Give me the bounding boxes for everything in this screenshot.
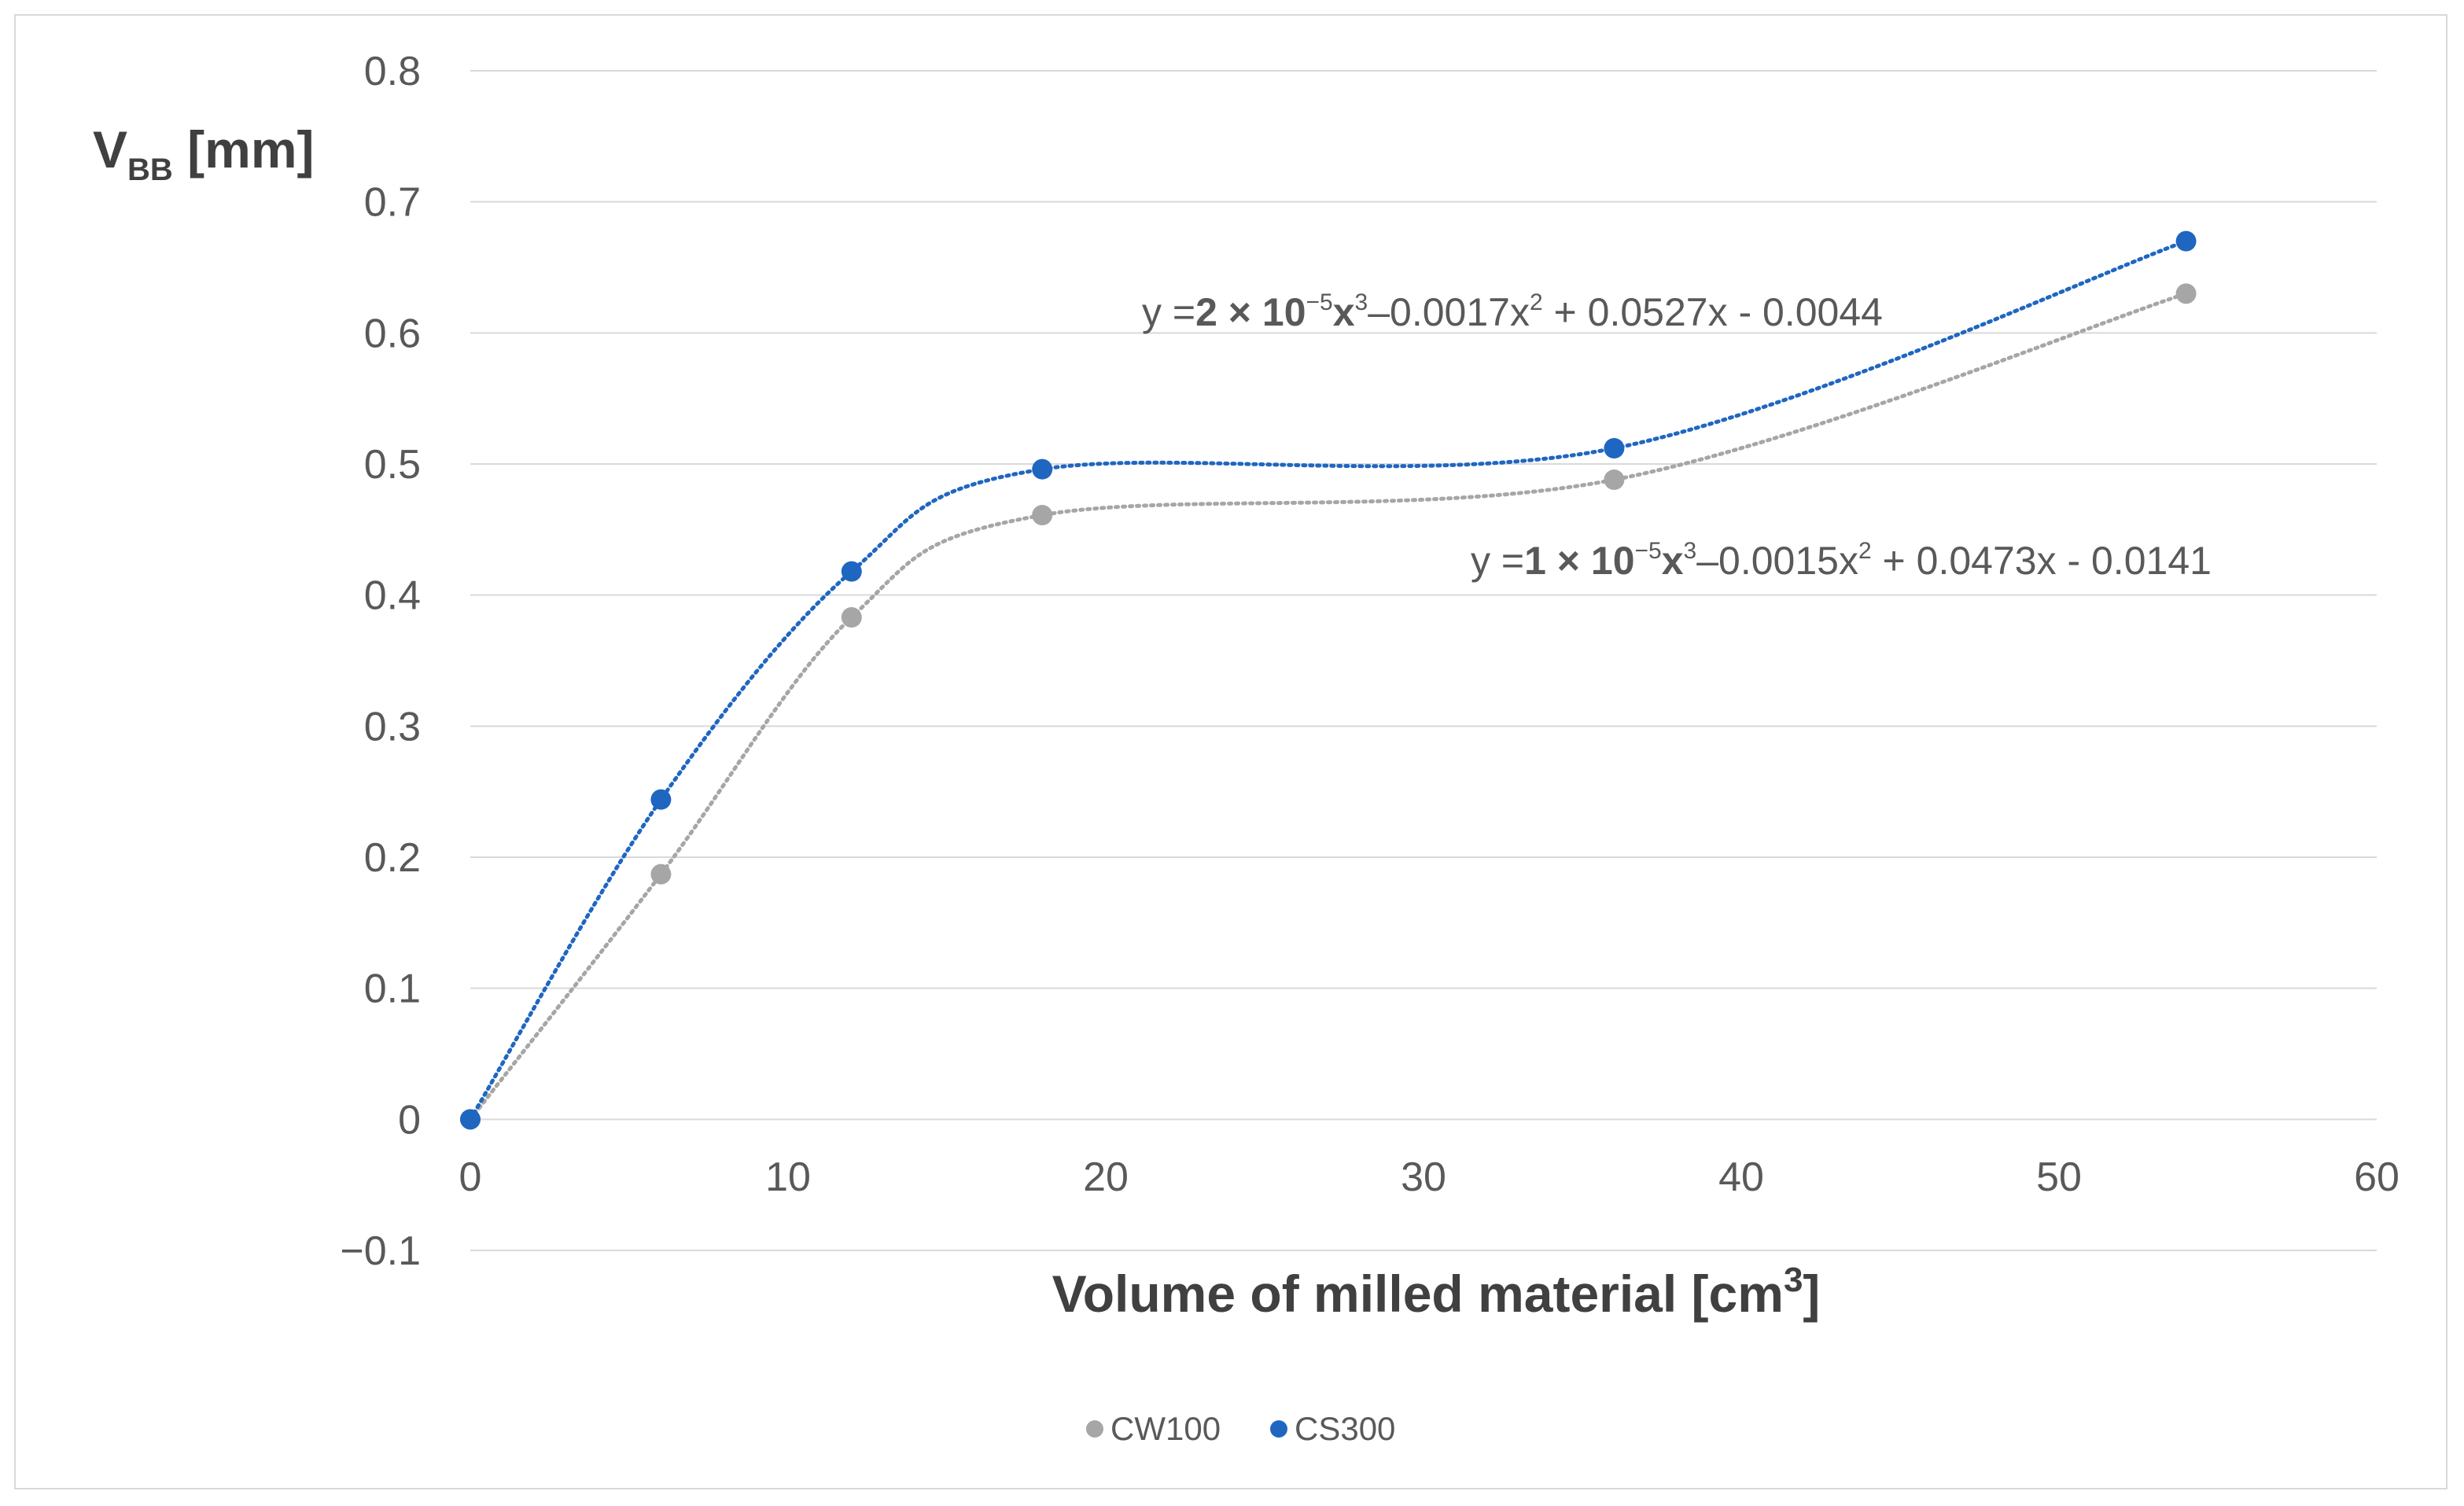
y-axis-title-rest: [mm] <box>173 120 315 179</box>
x-tick-label: 20 <box>1083 1154 1129 1200</box>
legend-label-cs300: CS300 <box>1295 1410 1395 1447</box>
eq-cs300-prefix: y = <box>1142 290 1195 334</box>
tick-layer: −0.1 0 0.1 0.2 0.3 0.4 0.5 0.6 0.7 0.8 0 10 20 30 40 50… <box>340 49 2400 1274</box>
x-axis-title-end: ] <box>1803 1265 1820 1323</box>
x-tick-label: 40 <box>1718 1154 1764 1200</box>
y-tick-label: 0.2 <box>364 835 421 881</box>
eq-cw100-exp: −5 <box>1635 538 1662 564</box>
eq-cw100-x3: x <box>1662 539 1684 583</box>
trendline-cs300 <box>468 239 2189 1121</box>
eq-cs300-tail: + 0.0527x - 0.0044 <box>1543 290 1883 334</box>
legend: CW100 CS300 <box>1086 1410 1395 1447</box>
y-tick-label: 0.6 <box>364 311 421 356</box>
data-point-cw100 <box>1604 469 1625 490</box>
data-point-cw100 <box>1032 505 1053 525</box>
eq-cs300-coef: 2 × 10 <box>1195 290 1306 334</box>
data-point-cs300 <box>1604 438 1625 458</box>
trendline-equation-cs300: y =2 × 10−5x3–0.0017x2 + 0.0527x - 0.004… <box>1142 289 1883 334</box>
data-point-cw100 <box>841 607 862 628</box>
data-point-cs300 <box>650 789 672 810</box>
grid-layer <box>470 70 2377 1251</box>
eq-cw100-x3-exp: 3 <box>1684 538 1697 564</box>
trendline-equation-cw100: y =1 × 10−5x3–0.0015x2 + 0.0473x - 0.014… <box>1471 538 2212 583</box>
legend-marker-cs300 <box>1270 1420 1287 1438</box>
data-point-cs300 <box>841 561 862 582</box>
y-tick-label: −0.1 <box>340 1228 421 1274</box>
data-point-cs300 <box>2175 230 2197 252</box>
y-tick-label: 0.5 <box>364 442 421 488</box>
eq-cw100-prefix: y = <box>1471 539 1524 583</box>
y-axis-title-sub: BB <box>127 153 173 187</box>
eq-cs300-rest: –0.0017x <box>1368 290 1530 334</box>
eq-cw100-coef: 1 × 10 <box>1524 539 1634 583</box>
data-point-cw100 <box>650 863 672 885</box>
data-point-cs300 <box>460 1109 481 1130</box>
y-axis-title-main: V <box>93 120 127 179</box>
chart-frame: −0.1 0 0.1 0.2 0.3 0.4 0.5 0.6 0.7 0.8 0 10 20 30 40 50… <box>14 14 2447 1489</box>
x-axis-title: Volume of milled material [cm3] <box>1052 1261 1821 1323</box>
point-layer <box>460 230 2197 1130</box>
y-tick-label: 0 <box>398 1097 421 1143</box>
y-axis-title: VBB [mm] <box>93 120 314 187</box>
chart-svg: −0.1 0 0.1 0.2 0.3 0.4 0.5 0.6 0.7 0.8 0 10 20 30 40 50… <box>93 49 2400 1447</box>
y-tick-label: 0.4 <box>364 573 421 619</box>
y-tick-label: 0.1 <box>364 967 421 1012</box>
x-tick-label: 50 <box>2036 1154 2082 1200</box>
x-axis-title-sup: 3 <box>1784 1261 1803 1299</box>
eq-cs300-exp: −5 <box>1306 289 1333 315</box>
x-tick-label: 30 <box>1401 1154 1446 1200</box>
legend-label-cw100: CW100 <box>1110 1410 1221 1447</box>
y-tick-label: 0.7 <box>364 180 421 226</box>
eq-cw100-tail: + 0.0473x - 0.0141 <box>1872 539 2212 583</box>
eq-cs300-rest-exp: 2 <box>1530 289 1543 315</box>
x-axis-title-main: Volume of milled material [cm <box>1052 1265 1784 1323</box>
eq-cs300-x3-exp: 3 <box>1355 289 1368 315</box>
x-tick-label: 0 <box>459 1154 482 1200</box>
data-point-cw100 <box>2175 283 2197 304</box>
eq-cw100-rest-exp: 2 <box>1858 538 1872 564</box>
eq-cs300-x3: x <box>1333 290 1355 334</box>
eq-cw100-rest: –0.0015x <box>1696 539 1858 583</box>
legend-marker-cw100 <box>1086 1420 1103 1438</box>
x-tick-label: 10 <box>765 1154 811 1200</box>
data-point-cs300 <box>1032 458 1053 480</box>
y-tick-label: 0.8 <box>364 49 421 94</box>
y-tick-label: 0.3 <box>364 704 421 749</box>
x-tick-label: 60 <box>2354 1154 2400 1200</box>
